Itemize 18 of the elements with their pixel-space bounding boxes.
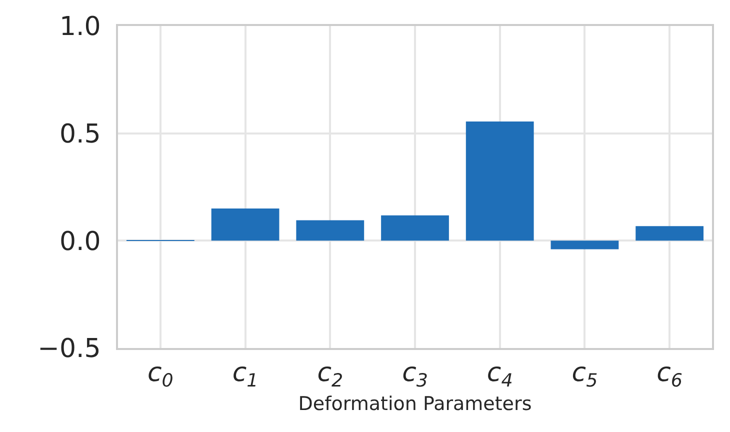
y-tick-label: −0.5 <box>38 334 101 364</box>
x-axis-title: Deformation Parameters <box>298 392 532 415</box>
x-tick-label: c$_{3}$ <box>402 358 428 392</box>
bar <box>381 215 449 241</box>
x-tick-label: c$_{4}$ <box>486 358 513 392</box>
x-tick-label: c$_{5}$ <box>572 358 598 392</box>
y-tick-label: 0.5 <box>59 119 101 150</box>
x-tick-label: c$_{0}$ <box>147 358 174 392</box>
x-tick-label: c$_{6}$ <box>656 358 683 392</box>
bar <box>211 208 280 241</box>
bar <box>550 240 619 250</box>
y-tick-label: 1.0 <box>59 12 101 42</box>
x-tick-label: c$_{1}$ <box>232 358 258 392</box>
x-tick-label: c$_{2}$ <box>317 358 344 392</box>
bar <box>636 226 704 241</box>
bar <box>466 122 534 241</box>
y-tick-label: 0.0 <box>59 226 101 257</box>
bar <box>296 220 364 241</box>
